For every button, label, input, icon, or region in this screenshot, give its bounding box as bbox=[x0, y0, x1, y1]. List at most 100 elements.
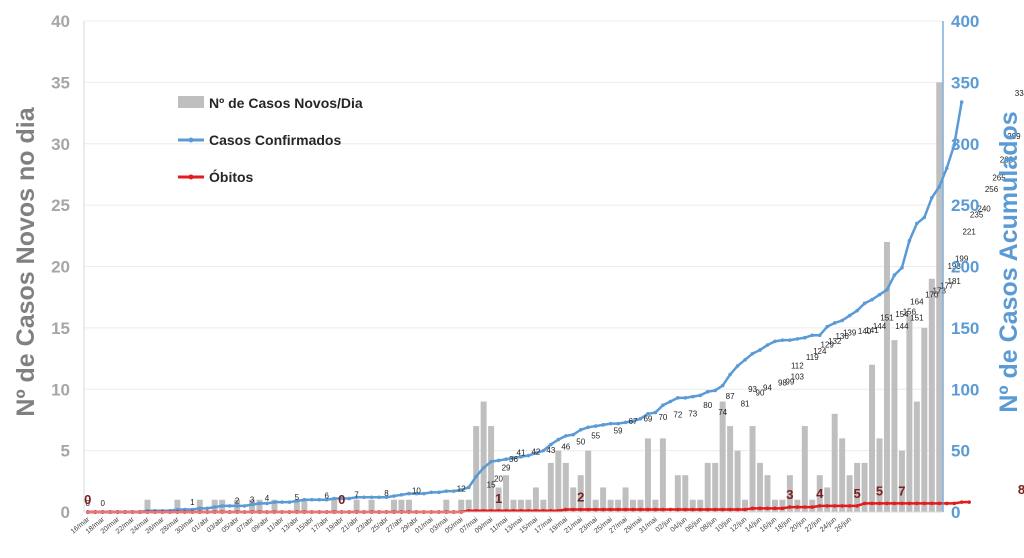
deaths-point bbox=[825, 504, 830, 508]
confirmed-value-label: 144 bbox=[895, 322, 909, 331]
confirmed-point bbox=[429, 490, 434, 495]
confirmed-point bbox=[250, 502, 254, 507]
confirmed-point bbox=[586, 425, 590, 430]
confirmed-point bbox=[437, 490, 441, 495]
confirmed-point bbox=[526, 453, 531, 458]
bar bbox=[600, 487, 607, 512]
bar bbox=[488, 426, 495, 512]
confirmed-value-label: 151 bbox=[880, 314, 894, 323]
confirmed-point bbox=[825, 324, 830, 329]
confirmed-value-label: 136 bbox=[835, 332, 849, 341]
bar bbox=[331, 499, 338, 512]
confirmed-value-label: 69 bbox=[643, 414, 652, 423]
right-axis-ticks: 0 50 100 150 200 250 300 350 400 bbox=[951, 12, 979, 522]
left-axis-ticks: 0 5 10 15 20 25 30 35 40 bbox=[51, 12, 70, 522]
confirmed-value-label: 99 bbox=[785, 377, 794, 386]
deaths-point bbox=[720, 507, 725, 512]
bar bbox=[869, 364, 876, 512]
bar bbox=[854, 462, 861, 512]
bar bbox=[779, 499, 786, 512]
confirmed-value-label: 141 bbox=[865, 326, 879, 335]
confirmed-value-label: 74 bbox=[718, 408, 727, 417]
confirmed-value-label: 55 bbox=[591, 431, 600, 440]
confirmed-value-label: 144 bbox=[873, 322, 887, 331]
confirmed-point bbox=[519, 454, 523, 459]
deaths-point bbox=[728, 507, 732, 512]
deaths-point bbox=[967, 500, 971, 504]
new-cases-bars bbox=[144, 82, 943, 512]
bar bbox=[719, 401, 726, 512]
bar bbox=[458, 499, 465, 512]
confirmed-value-label: 46 bbox=[561, 443, 570, 452]
confirmed-value-label: 132 bbox=[828, 337, 842, 346]
bar bbox=[697, 499, 704, 512]
confirmed-point bbox=[496, 458, 501, 463]
right-tick-label: 250 bbox=[951, 196, 979, 215]
bar bbox=[637, 499, 644, 512]
confirmed-value-label: 43 bbox=[546, 446, 555, 455]
confirmed-point bbox=[407, 491, 411, 496]
deaths-point bbox=[593, 507, 598, 512]
confirmed-point bbox=[257, 501, 262, 506]
legend-bars-label: Nº de Casos Novos/Dia bbox=[209, 95, 363, 111]
bar bbox=[891, 340, 898, 512]
bar bbox=[734, 450, 741, 512]
deaths-point bbox=[676, 507, 680, 512]
confirmed-point bbox=[347, 496, 351, 501]
confirmed-point bbox=[451, 489, 456, 493]
bar bbox=[525, 499, 532, 512]
bar bbox=[846, 475, 853, 512]
confirmed-point bbox=[489, 459, 493, 464]
bar bbox=[928, 278, 935, 512]
bar bbox=[301, 499, 308, 512]
confirmed-point bbox=[227, 504, 232, 508]
confirmed-value-label: 70 bbox=[658, 413, 667, 422]
confirmed-point bbox=[668, 399, 673, 404]
deaths-point bbox=[578, 507, 583, 512]
bar bbox=[607, 499, 614, 512]
confirmed-point bbox=[310, 497, 314, 502]
confirmed-point bbox=[661, 403, 665, 408]
confirmed-point bbox=[474, 474, 478, 479]
bar bbox=[293, 499, 300, 512]
legend-deaths-label: Óbitos bbox=[209, 168, 254, 185]
bar bbox=[644, 438, 651, 512]
confirmed-point bbox=[317, 497, 322, 502]
deaths-point bbox=[616, 507, 620, 512]
confirmed-point bbox=[758, 348, 762, 352]
confirmed-point bbox=[922, 215, 927, 220]
bar bbox=[353, 499, 360, 512]
deaths-point bbox=[922, 501, 927, 506]
bar bbox=[547, 462, 554, 512]
confirmed-point bbox=[616, 421, 620, 426]
confirmed-point bbox=[915, 221, 919, 226]
deaths-point bbox=[713, 507, 717, 512]
bar bbox=[704, 462, 711, 512]
confirmed-point bbox=[765, 343, 770, 347]
confirmed-value-label: 240 bbox=[977, 204, 991, 213]
confirmed-point bbox=[287, 500, 292, 504]
bar bbox=[906, 315, 913, 512]
deaths-point bbox=[698, 507, 703, 512]
bar bbox=[727, 426, 734, 512]
bar bbox=[196, 499, 203, 512]
confirmed-point bbox=[795, 337, 800, 341]
legend-confirmed-label: Casos Confirmados bbox=[209, 132, 341, 148]
confirmed-value-label: 221 bbox=[962, 228, 976, 237]
confirmed-value-label: 4 bbox=[265, 494, 270, 503]
left-tick-label: 35 bbox=[51, 73, 70, 92]
bar bbox=[443, 499, 450, 512]
confirmed-point bbox=[832, 321, 837, 325]
deaths-point bbox=[952, 501, 957, 506]
confirmed-value-label: 299 bbox=[1007, 132, 1021, 141]
confirmed-value-label: 41 bbox=[517, 449, 526, 458]
bar bbox=[473, 426, 480, 512]
confirmed-point bbox=[369, 495, 374, 500]
deaths-point bbox=[690, 507, 695, 512]
right-tick-label: 350 bbox=[951, 73, 979, 92]
deaths-point bbox=[862, 501, 867, 506]
death-value-label: 2 bbox=[577, 490, 584, 505]
bar bbox=[801, 426, 808, 512]
confirmed-point bbox=[817, 333, 822, 338]
confirmed-point bbox=[280, 500, 284, 504]
